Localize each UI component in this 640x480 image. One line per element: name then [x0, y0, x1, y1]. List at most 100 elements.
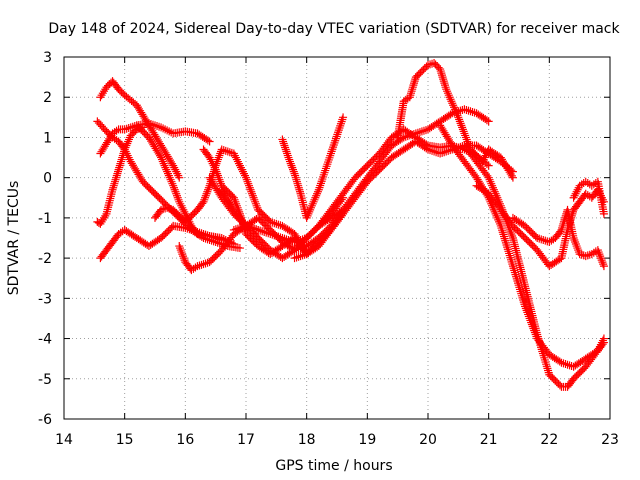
data-point-marker: [112, 171, 121, 180]
data-point-marker: [507, 171, 516, 180]
data-point-marker: [180, 207, 189, 216]
data-point-marker: [157, 153, 166, 162]
data-point-marker: [292, 253, 301, 262]
data-point-marker: [159, 205, 168, 214]
data-point-marker: [501, 238, 510, 247]
data-point-marker: [170, 163, 179, 172]
data-point-marker: [570, 236, 579, 245]
data-point-marker: [216, 149, 225, 158]
x-tick-label: 19: [358, 432, 376, 448]
data-point-marker: [596, 254, 605, 263]
data-point-marker: [97, 91, 106, 100]
data-point-marker: [178, 203, 187, 212]
data-point-marker: [164, 169, 172, 178]
data-point-marker: [559, 217, 568, 226]
data-point-marker: [450, 103, 458, 112]
data-point-marker: [410, 77, 419, 86]
data-point-marker: [571, 240, 580, 249]
data-point-marker: [173, 169, 182, 178]
data-point-marker: [492, 211, 501, 220]
data-point-marker: [292, 175, 301, 184]
data-point-marker: [116, 159, 125, 168]
data-point-marker: [175, 197, 184, 206]
data-point-marker: [234, 159, 243, 168]
data-point-marker: [178, 250, 187, 259]
data-point-marker: [148, 120, 157, 129]
data-point-marker: [165, 127, 174, 136]
data-point-marker: [556, 227, 565, 236]
data-point-marker: [174, 171, 183, 180]
data-point-marker: [113, 167, 122, 176]
data-point-marker: [291, 173, 300, 182]
data-point-marker: [415, 128, 424, 137]
data-point-marker: [327, 147, 336, 156]
data-point-marker: [312, 191, 321, 200]
data-point-marker: [570, 191, 579, 200]
data-point-marker: [171, 165, 180, 174]
data-point-marker: [242, 175, 251, 184]
data-point-marker: [303, 211, 312, 220]
data-point-marker: [322, 162, 331, 171]
data-point-marker: [115, 163, 124, 172]
data-point-marker: [405, 93, 414, 102]
data-point-marker: [98, 89, 107, 98]
data-point-marker: [494, 215, 503, 224]
data-point-marker: [201, 193, 210, 202]
data-point-marker: [209, 161, 218, 170]
data-point-marker: [326, 149, 335, 158]
data-point-marker: [498, 226, 507, 235]
data-point-marker: [338, 115, 347, 124]
data-point-marker: [499, 232, 508, 241]
data-point-marker: [545, 238, 554, 247]
data-point-marker: [200, 195, 209, 204]
data-point-marker: [558, 223, 567, 232]
data-point-marker: [151, 121, 159, 130]
data-point-marker: [539, 236, 548, 245]
data-point-marker: [316, 179, 325, 188]
y-tick-label: -4: [38, 332, 52, 348]
data-point-marker: [489, 205, 498, 214]
y-tick-label: -5: [38, 372, 52, 388]
data-point-marker: [216, 177, 225, 186]
data-point-marker: [450, 105, 459, 114]
data-point-marker: [457, 121, 466, 130]
data-point-marker: [593, 246, 602, 255]
data-point-marker: [199, 260, 208, 269]
data-layer: [93, 59, 608, 391]
data-point-marker: [577, 180, 586, 189]
data-point-marker: [436, 67, 445, 76]
data-point-marker: [251, 199, 260, 208]
data-point-marker: [560, 215, 569, 224]
data-point-marker: [130, 122, 139, 131]
data-point-marker: [490, 187, 499, 196]
data-point-marker: [329, 141, 338, 150]
data-point-marker: [101, 211, 110, 220]
data-point-marker: [123, 139, 132, 148]
data-point-marker: [155, 151, 164, 160]
data-point-marker: [408, 85, 417, 94]
data-point-marker: [296, 244, 305, 253]
series-track-21: [569, 177, 608, 218]
data-point-marker: [294, 181, 303, 190]
data-point-marker: [294, 252, 303, 261]
data-point-marker: [281, 143, 290, 152]
data-point-marker: [577, 250, 586, 259]
data-point-marker: [158, 157, 167, 166]
data-point-marker: [116, 228, 125, 237]
data-point-marker: [441, 83, 450, 92]
data-point-marker: [236, 163, 245, 172]
data-point-marker: [179, 254, 188, 263]
data-point-marker: [535, 234, 544, 243]
series-track-13: [229, 105, 493, 255]
data-point-marker: [437, 71, 446, 80]
data-point-marker: [248, 189, 257, 198]
data-point-marker: [124, 137, 133, 146]
data-point-marker: [464, 106, 473, 115]
data-point-marker: [176, 244, 185, 253]
x-tick-label: 18: [298, 432, 316, 448]
data-point-marker: [484, 117, 493, 126]
data-point-marker: [254, 225, 263, 234]
data-point-marker: [503, 245, 512, 254]
